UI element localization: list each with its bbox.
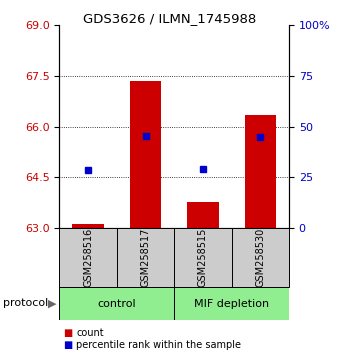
Bar: [174, 228, 232, 287]
Text: percentile rank within the sample: percentile rank within the sample: [76, 340, 241, 350]
Bar: [130, 81, 162, 228]
Bar: [244, 115, 276, 228]
Text: MIF depletion: MIF depletion: [194, 298, 269, 309]
Text: ■: ■: [63, 340, 72, 350]
Text: GSM258515: GSM258515: [198, 228, 208, 287]
Text: GSM258517: GSM258517: [140, 228, 151, 287]
Text: protocol: protocol: [3, 298, 49, 308]
Text: ▶: ▶: [48, 298, 56, 308]
Text: GDS3626 / ILMN_1745988: GDS3626 / ILMN_1745988: [83, 12, 257, 25]
Bar: [232, 228, 289, 287]
Text: control: control: [98, 298, 136, 309]
Text: GSM258530: GSM258530: [255, 228, 265, 287]
Text: GSM258516: GSM258516: [83, 228, 93, 287]
Bar: [174, 287, 289, 320]
Bar: [117, 228, 174, 287]
Text: count: count: [76, 329, 104, 338]
Bar: [59, 287, 174, 320]
Bar: [187, 202, 219, 228]
Bar: [72, 224, 104, 228]
Text: ■: ■: [63, 329, 72, 338]
Bar: [59, 228, 117, 287]
